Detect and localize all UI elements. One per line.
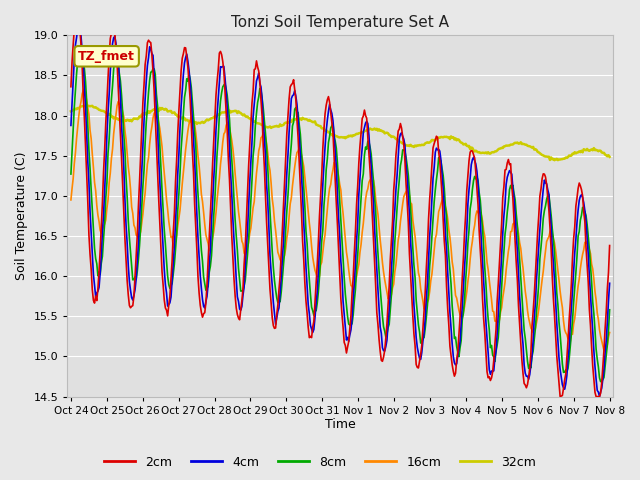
Title: Tonzi Soil Temperature Set A: Tonzi Soil Temperature Set A (231, 15, 449, 30)
X-axis label: Time: Time (325, 419, 356, 432)
Y-axis label: Soil Temperature (C): Soil Temperature (C) (15, 152, 28, 280)
Legend: 2cm, 4cm, 8cm, 16cm, 32cm: 2cm, 4cm, 8cm, 16cm, 32cm (99, 451, 541, 474)
Text: TZ_fmet: TZ_fmet (78, 50, 135, 63)
